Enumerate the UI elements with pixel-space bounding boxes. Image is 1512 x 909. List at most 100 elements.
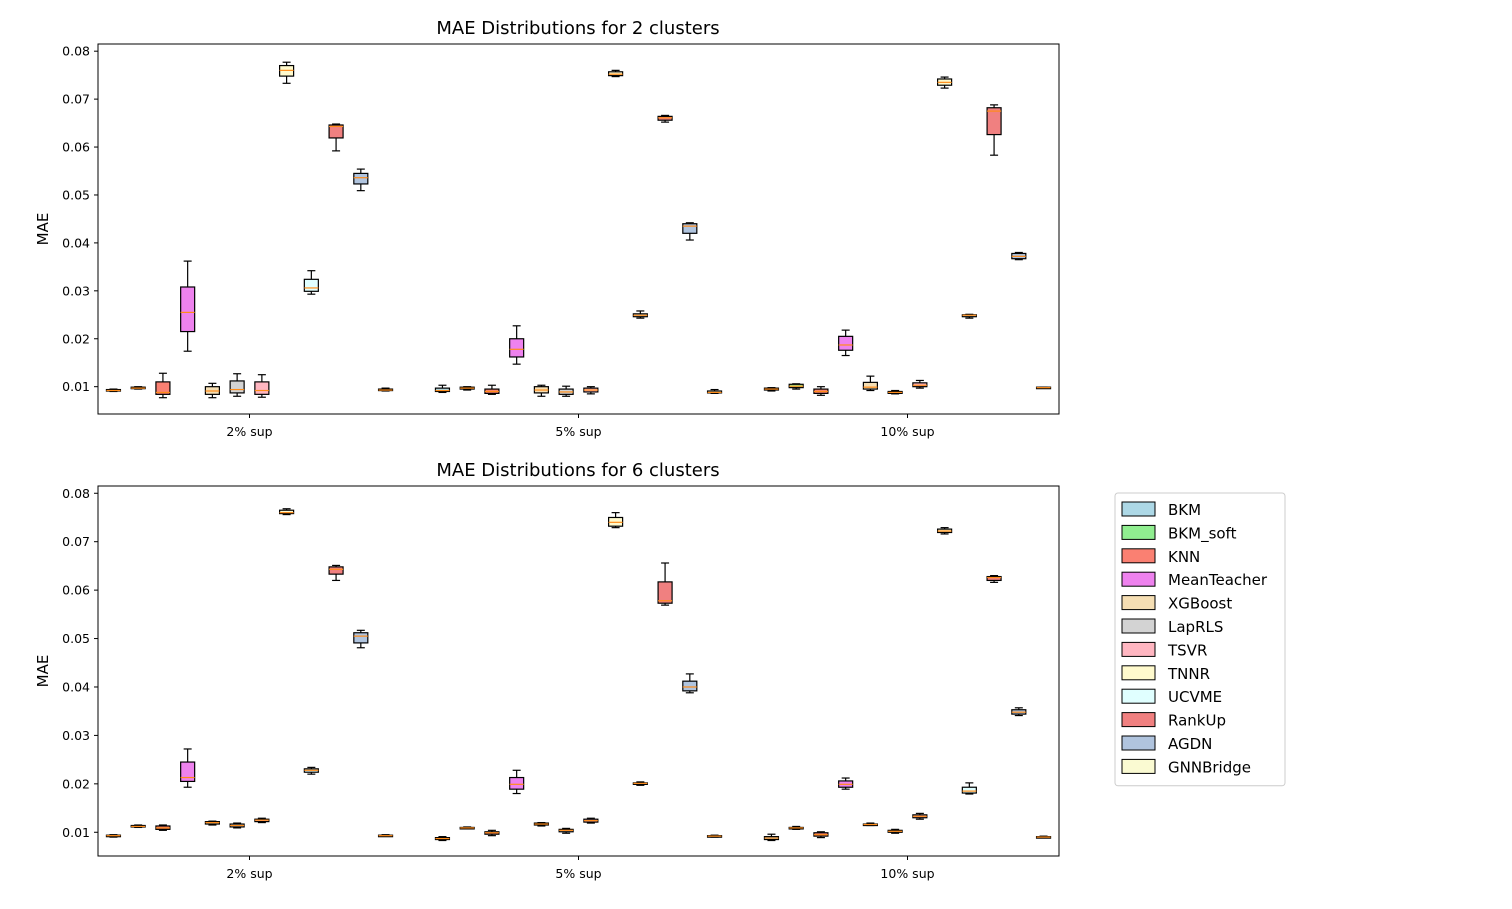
box-rankup xyxy=(986,574,1002,583)
x-tick-label: 5% sup xyxy=(555,424,601,439)
box-ucvme xyxy=(961,782,977,795)
box-gnnbridge xyxy=(377,834,394,838)
box-knn xyxy=(484,384,500,395)
box-meanteacher xyxy=(180,748,196,788)
box-knn xyxy=(813,386,829,396)
box-bkm-soft xyxy=(788,825,804,830)
axes-frame xyxy=(97,43,1060,415)
box-meanteacher xyxy=(509,325,525,365)
legend-frame xyxy=(1114,492,1286,787)
box-xgboost xyxy=(204,820,220,826)
box-laprls xyxy=(887,828,903,834)
legend-label: XGBoost xyxy=(1168,595,1232,613)
box-laprls xyxy=(558,385,574,397)
legend-swatch xyxy=(1121,501,1156,517)
box-tnnr xyxy=(608,69,624,78)
box-tsvr xyxy=(583,386,599,395)
box-body xyxy=(328,124,344,139)
y-tick-label: 0.05 xyxy=(62,187,90,202)
box-knn xyxy=(484,829,500,837)
legend-swatch xyxy=(1121,524,1156,540)
legend-label: MeanTeacher xyxy=(1168,571,1268,589)
box-tsvr xyxy=(254,817,270,824)
plot-area: 0.01 0.02 0.03 0.04 0.05 0.06 0.07 0.08 2% sup 5%… xyxy=(62,485,1060,881)
box-agdn xyxy=(353,629,369,649)
box-tnnr xyxy=(279,61,295,84)
box-body xyxy=(509,338,525,358)
box-xgboost xyxy=(533,384,549,397)
box-tsvr xyxy=(912,812,928,820)
legend-item-knn: KNN xyxy=(1121,548,1200,566)
y-tick-label: 0.06 xyxy=(62,583,90,598)
chart-title: MAE Distributions for 6 clusters xyxy=(436,460,719,481)
box-body xyxy=(509,776,525,790)
box-tnnr xyxy=(279,508,295,516)
box-body xyxy=(961,786,977,794)
legend-label: RankUp xyxy=(1168,712,1226,730)
box-rankup xyxy=(328,564,344,582)
box-body xyxy=(353,172,369,185)
box-xgboost xyxy=(862,822,878,827)
box-gnnbridge xyxy=(377,387,394,392)
y-tick-label: 0.07 xyxy=(62,534,90,549)
box-agdn xyxy=(1011,251,1027,261)
legend-item-tsvr: TSVR xyxy=(1121,641,1207,659)
box-rankup xyxy=(657,562,673,606)
legend-swatch xyxy=(1121,641,1156,657)
box-body xyxy=(155,381,171,395)
legend: BKM BKM_soft KNN MeanTeacher XGBoost LapRLS TS… xyxy=(1114,492,1286,787)
box-bkm-soft xyxy=(459,826,475,830)
x-tick-label: 10% sup xyxy=(880,866,934,881)
y-tick-label: 0.08 xyxy=(62,44,90,59)
box-bkm-soft xyxy=(130,386,146,390)
legend-swatch xyxy=(1121,735,1156,751)
box-knn xyxy=(155,824,171,831)
y-tick-label: 0.03 xyxy=(62,283,90,298)
box-xgboost xyxy=(862,375,878,392)
box-body xyxy=(657,581,673,604)
legend-item-bkm: BKM xyxy=(1121,501,1201,519)
chart-2-clusters: MAE Distributions for 2 clusters MAE 0.0… xyxy=(34,18,1060,439)
y-tick-label: 0.04 xyxy=(62,679,90,694)
legend-label: GNNBridge xyxy=(1168,758,1251,776)
box-agdn xyxy=(682,673,698,694)
legend-swatch xyxy=(1121,548,1156,564)
box-tnnr xyxy=(937,527,953,535)
y-tick-label: 0.05 xyxy=(62,631,90,646)
box-body xyxy=(353,632,369,644)
box-bkm xyxy=(434,384,451,394)
box-meanteacher xyxy=(838,777,854,790)
plot-area: 0.01 0.02 0.03 0.04 0.05 0.06 0.07 0.08 2% sup 5%… xyxy=(62,43,1060,439)
y-tick-label: 0.08 xyxy=(62,486,90,501)
box-rankup xyxy=(328,123,344,152)
legend-swatch xyxy=(1121,712,1156,728)
box-xgboost xyxy=(533,821,549,827)
box-body xyxy=(180,286,196,333)
legend-item-laprls: LapRLS xyxy=(1121,618,1223,636)
legend-swatch xyxy=(1121,758,1156,774)
x-tick-label: 5% sup xyxy=(555,866,601,881)
box-ucvme xyxy=(632,781,648,786)
box-laprls xyxy=(558,827,574,834)
legend-label: BKM_soft xyxy=(1168,524,1237,543)
y-axis-label: MAE xyxy=(34,655,52,688)
legend-label: TNNR xyxy=(1167,665,1210,683)
chart-title: MAE Distributions for 2 clusters xyxy=(436,18,719,39)
box-bkm xyxy=(105,834,122,838)
box-knn xyxy=(813,831,829,839)
y-axis-label: MAE xyxy=(34,213,52,246)
box-tnnr xyxy=(608,512,624,529)
box-laprls xyxy=(229,373,245,397)
box-knn xyxy=(155,372,171,399)
box-bkm-soft xyxy=(788,383,804,390)
box-bkm xyxy=(105,388,122,393)
box-body xyxy=(838,335,854,351)
box-body xyxy=(862,381,878,390)
legend-item-gnnbridge: GNNBridge xyxy=(1121,758,1251,776)
y-tick-label: 0.01 xyxy=(62,379,90,394)
box-body xyxy=(434,387,451,393)
box-xgboost xyxy=(204,382,220,399)
box-tsvr xyxy=(912,379,928,389)
legend-item-bkm-soft: BKM_soft xyxy=(1121,524,1237,543)
box-ucvme xyxy=(303,766,319,775)
